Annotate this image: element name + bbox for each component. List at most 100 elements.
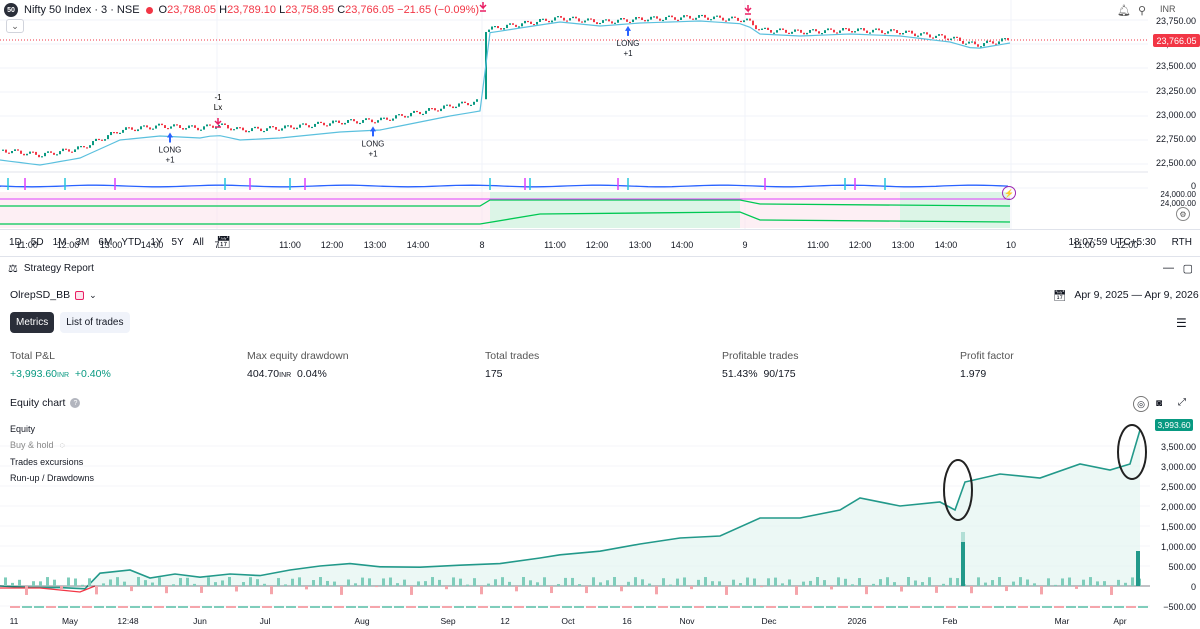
candle (977, 44, 979, 47)
clock-label[interactable]: 18:07:59 UTC+5:30 (1068, 236, 1156, 248)
range-button-1m[interactable]: 1M (52, 236, 67, 248)
candle (29, 151, 31, 154)
runup-bar (578, 584, 581, 586)
range-button-1y[interactable]: 1Y (150, 236, 163, 248)
report-tabs: Metrics List of trades (10, 312, 130, 333)
session-label[interactable]: RTH (1171, 236, 1192, 248)
runup-bar (326, 580, 329, 586)
settings-gear-icon[interactable]: ⚙ (1176, 207, 1190, 221)
range-button-3m[interactable]: 3M (75, 236, 90, 248)
time-axis[interactable]: 11:00 12:00 13:00 14:00 7 11:00 12:00 13:00 14:0… (0, 240, 1150, 254)
tab-list-of-trades[interactable]: List of trades (60, 312, 130, 333)
alert-icon[interactable]: 🔔︎ (1117, 5, 1131, 17)
legend-equity[interactable]: Equity (10, 424, 36, 434)
candle (731, 16, 733, 19)
range-button-6m[interactable]: 6M (98, 236, 113, 248)
runup-bar (669, 584, 672, 586)
candle (884, 33, 886, 35)
runup-bar (4, 577, 7, 586)
candle (299, 124, 301, 128)
eye-off-icon[interactable]: ◌ (59, 440, 65, 450)
candle (419, 111, 421, 115)
lightning-icon[interactable]: ⚡ (1002, 186, 1016, 200)
range-button-ytd[interactable]: YTD (121, 236, 142, 248)
candle (692, 18, 694, 20)
range-button-5y[interactable]: 5Y (171, 236, 184, 248)
date-range[interactable]: Apr 9, 2025 — Apr 9, 2026 (1074, 289, 1199, 301)
long-arrow-icon (625, 25, 631, 36)
maximize-icon[interactable]: ▢ (1182, 262, 1193, 275)
date-range-icon[interactable]: 📅︎ (215, 235, 232, 249)
runup-bar (1019, 577, 1022, 586)
chevron-down-icon[interactable]: ⌄ (89, 289, 97, 300)
candle (677, 19, 679, 21)
candle (857, 28, 859, 32)
equity-tick: 3,500.00 (1160, 442, 1196, 452)
collapse-legend-button[interactable]: ⌄ (6, 19, 24, 33)
date-range-selector[interactable]: 📅︎ Apr 9, 2025 — Apr 9, 2026 (1053, 289, 1199, 302)
candle (902, 32, 904, 35)
camera-icon[interactable]: ◙ (1156, 398, 1163, 409)
time-tick: 12:00 (56, 240, 80, 250)
symbol-title[interactable]: Nifty 50 Index · 3 · NSE (24, 4, 140, 16)
menu-icon[interactable]: ☰ (1176, 316, 1187, 330)
legend-runup-drawdowns[interactable]: Run-up / Drawdowns (10, 473, 95, 483)
candle (83, 146, 85, 148)
excursion-bar (46, 606, 56, 608)
runup-bar (431, 577, 434, 586)
runup-bar (599, 582, 602, 586)
candle (965, 43, 967, 45)
candle (170, 126, 172, 129)
help-icon[interactable]: ? (70, 398, 81, 408)
candle (494, 26, 496, 28)
runup-bar (634, 577, 637, 586)
candle (353, 119, 355, 122)
excursion-bar (514, 606, 524, 608)
candle (638, 17, 640, 19)
candle (875, 28, 877, 30)
minimize-icon[interactable]: — (1163, 262, 1174, 274)
candle (416, 110, 418, 113)
price-tick: 23,500.00 (1155, 61, 1196, 71)
range-button-all[interactable]: All (192, 236, 204, 248)
equity-axis[interactable]: 3,500.00 3,000.00 2,500.00 2,000.00 1,500.00… (1152, 416, 1200, 616)
excursion-bar (838, 606, 848, 608)
equity-chart-canvas[interactable] (0, 416, 1150, 616)
candle (518, 26, 520, 28)
runup-bar (592, 577, 595, 586)
expand-icon[interactable]: ⤢ (1178, 397, 1186, 408)
runup-bar (137, 577, 140, 586)
candle (272, 126, 274, 128)
range-button-1d[interactable]: 1D (9, 236, 22, 248)
excursion-bar (814, 606, 824, 608)
indicator-tick: 0 (1190, 181, 1196, 191)
legend-buy-hold[interactable]: Buy & hold ◌ (10, 440, 65, 450)
currency-select-icon[interactable]: ⚲ (1138, 5, 1147, 17)
excursion-bar (166, 606, 176, 608)
range-button-5d[interactable]: 5D (30, 236, 44, 248)
candle (158, 123, 160, 126)
time-tick: 13:00 (628, 240, 652, 250)
strategy-name[interactable]: OlrepSD_BB (10, 289, 71, 301)
candle (149, 127, 151, 130)
candle (173, 124, 175, 127)
range-buttons: 1D 5D 1M 3M 6M YTD 1Y 5Y All (0, 237, 204, 248)
target-icon[interactable]: ◎ (1133, 396, 1149, 412)
runup-bar (1026, 579, 1029, 586)
candle (944, 35, 946, 39)
candle (365, 118, 367, 121)
runup-bar (774, 577, 777, 586)
price-chart-area[interactable]: LONG +1 LONG +1 LONG +1 -1 Lx 50 Nifty 50 Index… (0, 0, 1200, 230)
strategy-selector[interactable]: OlrepSD_BB ⌄ (10, 289, 97, 301)
legend-trades-excursions[interactable]: Trades excursions (10, 457, 84, 467)
metric-profit-factor: Profit factor 1.979 (960, 350, 1014, 380)
tab-metrics[interactable]: Metrics (10, 312, 55, 333)
runup-bar (1082, 579, 1085, 586)
runup-bar (424, 581, 427, 586)
excursion-bar (886, 606, 896, 608)
strategy-settings-icon[interactable] (75, 290, 85, 300)
candle (290, 125, 292, 128)
currency-label[interactable]: INR (1160, 4, 1176, 14)
runup-bar (879, 579, 882, 586)
